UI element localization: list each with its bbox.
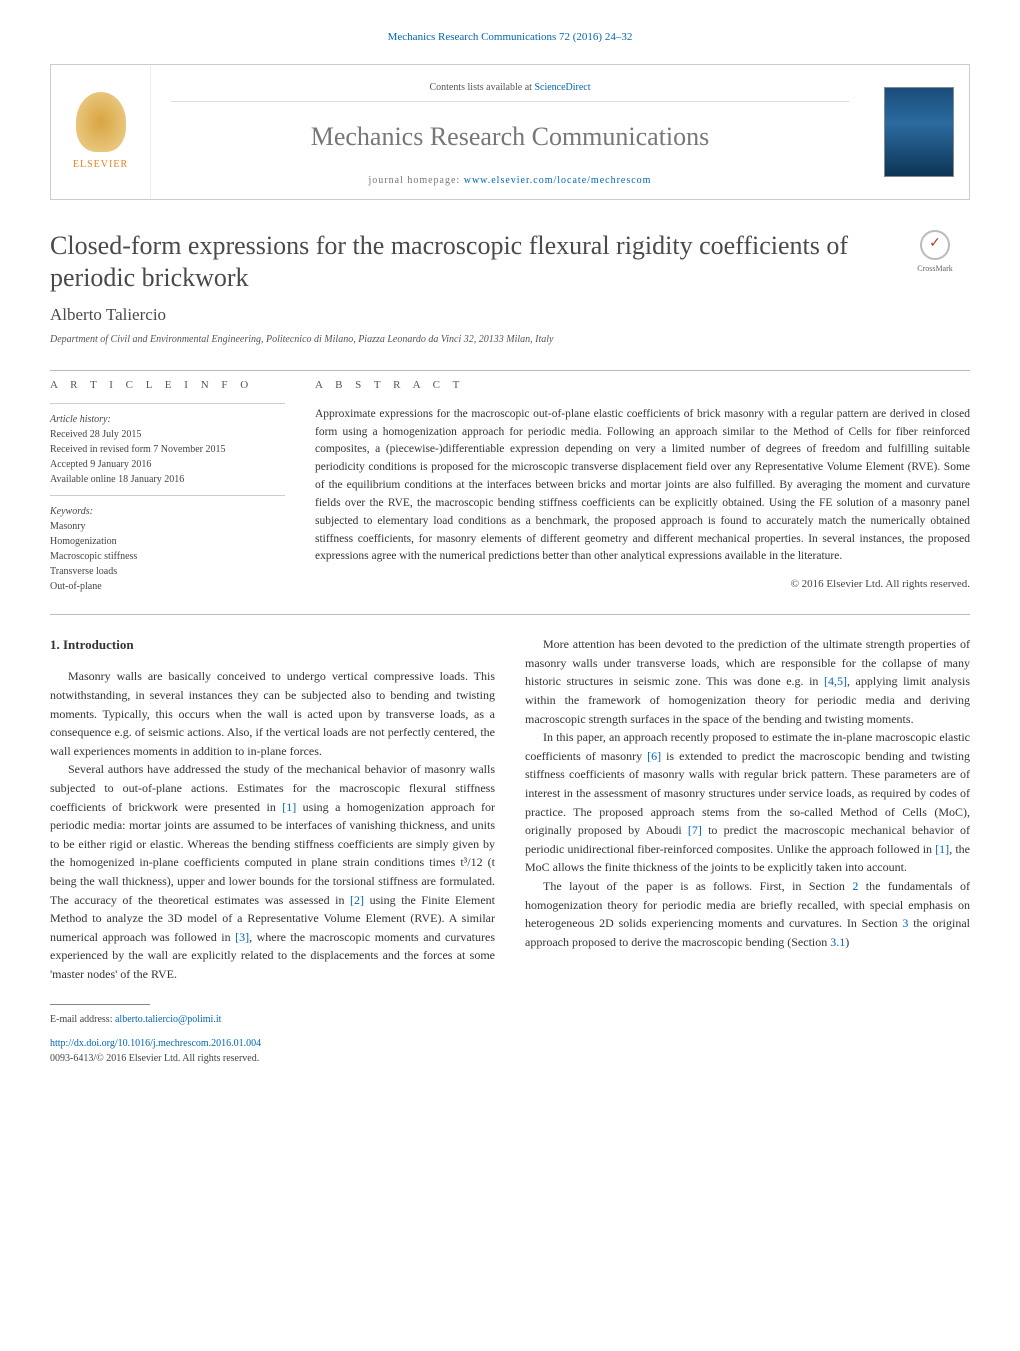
citation-link[interactable]: [2] (350, 893, 364, 907)
crossmark-badge[interactable]: ✓ CrossMark (900, 230, 970, 275)
doi-link[interactable]: http://dx.doi.org/10.1016/j.mechrescom.2… (50, 1038, 261, 1049)
footnote-rule (50, 1004, 150, 1005)
email-label: E-mail address: (50, 1014, 115, 1025)
journal-header-box: ELSEVIER Contents lists available at Sci… (50, 64, 970, 200)
abstract-column: A B S T R A C T Approximate expressions … (315, 377, 970, 595)
keyword-item: Homogenization (50, 534, 285, 549)
body-text: using a homogenization approach for peri… (50, 800, 495, 907)
publisher-name: ELSEVIER (73, 158, 128, 173)
history-revised: Received in revised form 7 November 2015 (50, 442, 285, 457)
corresponding-email-line: E-mail address: alberto.taliercio@polimi… (50, 1013, 970, 1028)
contents-prefix: Contents lists available at (429, 82, 534, 93)
keywords-label: Keywords: (50, 504, 285, 519)
abstract-heading: A B S T R A C T (315, 377, 970, 394)
header-center: Contents lists available at ScienceDirec… (151, 65, 869, 199)
journal-homepage-line: journal homepage: www.elsevier.com/locat… (171, 174, 849, 189)
issn-copyright: 0093-6413/© 2016 Elsevier Ltd. All right… (50, 1052, 970, 1067)
body-paragraph: Several authors have addressed the study… (50, 760, 495, 983)
citation-link[interactable]: [1] (935, 842, 949, 856)
journal-cover-thumbnail-icon (884, 87, 954, 177)
contents-availability-line: Contents lists available at ScienceDirec… (171, 75, 849, 103)
history-online: Available online 18 January 2016 (50, 472, 285, 487)
keyword-item: Transverse loads (50, 564, 285, 579)
footer-block: E-mail address: alberto.taliercio@polimi… (50, 1004, 970, 1067)
author-name: Alberto Taliercio (50, 303, 970, 328)
keyword-item: Out-of-plane (50, 579, 285, 594)
citation-link[interactable]: [7] (688, 823, 702, 837)
article-history-label: Article history: (50, 412, 285, 427)
crossmark-label: CrossMark (917, 264, 953, 273)
article-body: 1. Introduction Masonry walls are basica… (50, 635, 970, 983)
citation-link[interactable]: [1] (282, 800, 296, 814)
body-paragraph: More attention has been devoted to the p… (525, 635, 970, 728)
citation-link[interactable]: [4,5] (824, 674, 847, 688)
publisher-logo-block: ELSEVIER (51, 65, 151, 199)
journal-reference: Mechanics Research Communications 72 (20… (50, 30, 970, 46)
body-paragraph: Masonry walls are basically conceived to… (50, 667, 495, 760)
divider (50, 614, 970, 615)
homepage-prefix: journal homepage: (369, 175, 464, 186)
section-1-heading: 1. Introduction (50, 635, 495, 655)
article-info-column: A R T I C L E I N F O Article history: R… (50, 377, 285, 595)
article-title: Closed-form expressions for the macrosco… (50, 230, 900, 295)
body-text: Masonry walls are basically conceived to… (50, 669, 495, 757)
abstract-text: Approximate expressions for the macrosco… (315, 406, 970, 566)
history-received: Received 28 July 2015 (50, 427, 285, 442)
citation-link[interactable]: [6] (647, 749, 661, 763)
info-abstract-row: A R T I C L E I N F O Article history: R… (50, 377, 970, 595)
sciencedirect-link[interactable]: ScienceDirect (534, 82, 590, 93)
elsevier-tree-icon (76, 92, 126, 152)
body-paragraph: The layout of the paper is as follows. F… (525, 877, 970, 951)
keyword-item: Macroscopic stiffness (50, 549, 285, 564)
author-email-link[interactable]: alberto.taliercio@polimi.it (115, 1014, 221, 1025)
journal-homepage-link[interactable]: www.elsevier.com/locate/mechrescom (464, 175, 652, 186)
divider (50, 370, 970, 371)
citation-link[interactable]: [3] (235, 930, 249, 944)
abstract-copyright: © 2016 Elsevier Ltd. All rights reserved… (315, 576, 970, 593)
article-info-heading: A R T I C L E I N F O (50, 377, 285, 394)
body-text: ) (845, 935, 849, 949)
author-affiliation: Department of Civil and Environmental En… (50, 333, 970, 348)
section-link[interactable]: 3.1 (830, 935, 845, 949)
keyword-item: Masonry (50, 519, 285, 534)
body-text: The layout of the paper is as follows. F… (543, 879, 852, 893)
crossmark-icon: ✓ (920, 230, 950, 260)
history-accepted: Accepted 9 January 2016 (50, 457, 285, 472)
journal-cover-block (869, 65, 969, 199)
body-paragraph: In this paper, an approach recently prop… (525, 728, 970, 877)
journal-name: Mechanics Research Communications (171, 118, 849, 156)
title-row: Closed-form expressions for the macrosco… (50, 230, 970, 295)
journal-ref-text: Mechanics Research Communications 72 (20… (388, 31, 633, 43)
